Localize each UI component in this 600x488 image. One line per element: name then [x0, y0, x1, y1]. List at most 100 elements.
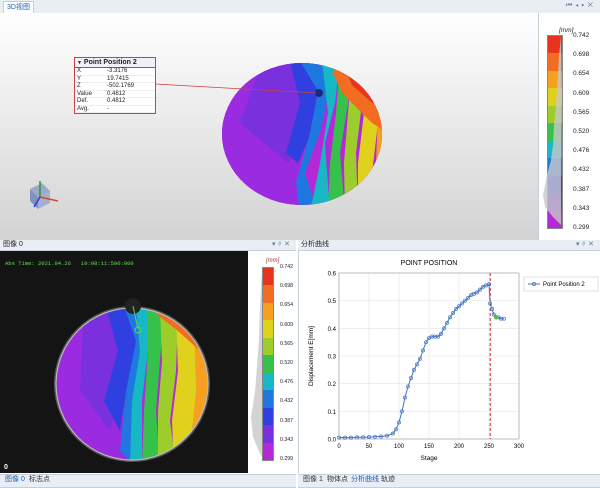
axis-triad-icon: [30, 181, 59, 209]
scale-tick-label: 0.565: [280, 340, 293, 347]
chart-area[interactable]: POINT POSITION 0.0 0.1 0.2 0.3 0.4 0.5 0.6 0 50 10…: [298, 251, 600, 473]
info-value: -: [105, 105, 155, 113]
tab-image-0[interactable]: 图像 0: [5, 476, 25, 483]
legend-label: Point Position 2: [543, 282, 585, 288]
x-tick-label: 50: [366, 444, 373, 450]
scale-tick-label: 0.654: [573, 70, 590, 78]
data-point: [400, 409, 404, 414]
scale-tick-label: 0.565: [573, 108, 590, 116]
x-tick-label: 0: [337, 444, 341, 450]
first-icon[interactable]: ⏮: [566, 2, 576, 9]
data-point: [412, 367, 416, 372]
info-value: 19.7415: [105, 75, 155, 83]
scale-swatch: [263, 372, 273, 391]
scale-tick-label: 0.520: [280, 360, 293, 366]
window-controls: ⏮◂▸✕: [566, 2, 596, 10]
info-row: Z -502.1769: [75, 82, 155, 91]
data-point: [502, 316, 506, 321]
leader-line: [154, 83, 317, 94]
scale-tick-label: 0.698: [280, 283, 293, 290]
info-box-title: ▼ Point Position 2: [75, 58, 155, 68]
scale-tick-label: 0.609: [573, 89, 590, 97]
tab-trajectory[interactable]: 轨迹: [381, 476, 395, 483]
data-point: [349, 435, 353, 440]
scale-tick-label: 0.387: [573, 185, 590, 193]
scale-bar: [262, 267, 274, 461]
tracked-point-marker[interactable]: [134, 326, 142, 334]
color-scale-image: [mm] 0.742 0.698 0.654 0.609 0.565 0.520 0.476…: [248, 251, 296, 473]
data-point: [454, 307, 458, 311]
selected-point-marker[interactable]: [315, 89, 323, 97]
tab-object-points[interactable]: 物体点: [327, 476, 348, 483]
info-row: Value 0.4812: [75, 90, 155, 98]
scale-unit-label: [mm]: [559, 27, 574, 34]
tab-markers[interactable]: 标志点: [29, 476, 50, 483]
data-point: [394, 427, 398, 432]
3d-viewport[interactable]: ▼ Point Position 2 X -3.3176 Y 19.7415 Z -502…: [0, 13, 538, 240]
x-tick-label: 100: [394, 444, 405, 450]
data-point: [406, 384, 410, 389]
dropdown-icon[interactable]: ▾: [575, 241, 583, 248]
data-point: [439, 331, 443, 336]
plot-frame: [338, 272, 520, 440]
y-tick-label: 0.2: [328, 382, 337, 388]
deformation-disc: [222, 63, 382, 205]
data-point: [490, 307, 494, 311]
scale-tick-label: 0.343: [280, 436, 293, 443]
scale-tick-label: 0.698: [573, 51, 590, 59]
y-tick-label: 0.4: [328, 327, 337, 333]
point-info-box: ▼ Point Position 2 X -3.3176 Y 19.7415 Z -502…: [74, 57, 156, 114]
x-tick-label: 150: [424, 444, 435, 450]
chart-panel-bottom-tabs: 图像 1 物体点 分析曲线 轨迹: [298, 474, 600, 488]
close-icon[interactable]: ✕: [284, 241, 293, 248]
scale-swatch: [263, 320, 273, 338]
x-axis-label: Stage: [421, 455, 438, 462]
y-axis-label: Displacement E[mm]: [308, 326, 315, 386]
data-point: [487, 282, 491, 287]
info-label: Z: [75, 82, 105, 91]
chart-panel-controls: ▾ᵖ✕: [576, 240, 597, 250]
data-point: [484, 283, 488, 288]
scale-swatch: [263, 407, 273, 426]
close-icon[interactable]: ✕: [587, 2, 596, 9]
data-point: [488, 301, 493, 306]
scale-tick-label: 0.299: [280, 456, 293, 462]
image-viewport[interactable]: Abs Time: 2021.04.26 10:00:11:590:000 0: [0, 251, 248, 473]
dropdown-icon[interactable]: ▾: [271, 241, 279, 248]
pin-icon[interactable]: ᵖ: [278, 241, 285, 248]
scale-swatch: [263, 390, 273, 408]
next-icon[interactable]: ▸: [581, 2, 588, 9]
data-point: [379, 434, 383, 439]
scale-unit-label: [mm]: [266, 258, 280, 264]
data-point: [472, 291, 476, 296]
data-point: [361, 435, 365, 440]
scale-histogram: [543, 37, 561, 225]
tab-image-1[interactable]: 图像 1: [303, 476, 323, 483]
data-point: [424, 340, 428, 345]
scale-histogram: [251, 269, 262, 457]
image-panel-title: 图像 0: [3, 241, 23, 248]
info-label: Avg.: [75, 105, 105, 113]
scale-tick-label: 0.654: [280, 302, 293, 309]
data-point: [491, 312, 496, 317]
data-point: [445, 320, 449, 325]
prev-icon[interactable]: ◂: [575, 2, 582, 9]
tab-3d-view[interactable]: 3D视图: [3, 1, 34, 13]
info-label: X: [75, 68, 105, 76]
chart-panel-header: 分析曲线 ▾ᵖ✕: [298, 240, 600, 251]
close-icon[interactable]: ✕: [588, 241, 597, 248]
scale-tick-label: 0.432: [280, 398, 293, 405]
scale-swatch: [263, 268, 273, 286]
tab-analysis-curve[interactable]: 分析曲线: [351, 476, 379, 483]
pin-icon[interactable]: ᵖ: [582, 241, 589, 248]
collapse-icon[interactable]: ▼: [77, 60, 82, 66]
current-point-marker: [494, 315, 499, 320]
scale-tick-labels: 0.742 0.698 0.654 0.609 0.565 0.520 0.476 0.432…: [573, 32, 599, 231]
3d-scene: [30, 63, 382, 209]
info-row: X -3.3176: [75, 68, 155, 76]
time-overlay: Abs Time: 2021.04.26 10:00:11:590:000: [5, 260, 134, 267]
scale-tick-label: 0.299: [573, 224, 590, 231]
legend-box: [523, 276, 599, 292]
line-chart: POINT POSITION 0.0 0.1 0.2 0.3 0.4 0.5 0.6 0 50 10…: [308, 260, 599, 462]
image-panel-controls: ▾ᵖ✕: [272, 240, 293, 250]
